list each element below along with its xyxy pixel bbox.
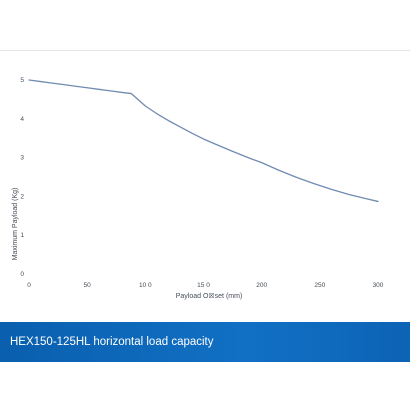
y-tick-label: 2 <box>20 193 24 200</box>
x-axis-label: Payload O☒set (mm) <box>176 292 243 300</box>
x-tick-label: 15 0 <box>197 282 210 289</box>
x-tick-labels: 0 50 10 0 15 0 200 250 300 <box>27 282 384 289</box>
x-tick-label: 0 <box>27 282 31 289</box>
y-tick-label: 5 <box>20 77 24 84</box>
caption-text: HEX150-125HL horizontal load capacity <box>10 336 214 348</box>
load-capacity-chart: 0 1 2 3 4 5 0 50 10 0 15 0 200 250 300 Payload O☒se… <box>12 77 384 300</box>
x-tick-label: 200 <box>256 282 267 289</box>
y-tick-labels: 0 1 2 3 4 5 <box>20 77 24 278</box>
y-tick-label: 3 <box>20 155 24 162</box>
y-tick-label: 4 <box>20 116 24 123</box>
x-tick-label: 50 <box>84 282 92 289</box>
y-tick-label: 1 <box>20 232 24 239</box>
y-tick-label: 0 <box>20 271 24 278</box>
caption-bar: HEX150-125HL horizontal load capacity <box>0 322 410 362</box>
series-line <box>28 79 379 203</box>
x-tick-label: 10 0 <box>139 282 152 289</box>
y-axis-label: Maximum Payload (Kg) <box>12 188 19 261</box>
x-tick-label: 250 <box>314 282 325 289</box>
chart-panel: 0 1 2 3 4 5 0 50 10 0 15 0 200 250 300 Payload O☒se… <box>0 50 410 323</box>
x-tick-label: 300 <box>373 282 384 289</box>
